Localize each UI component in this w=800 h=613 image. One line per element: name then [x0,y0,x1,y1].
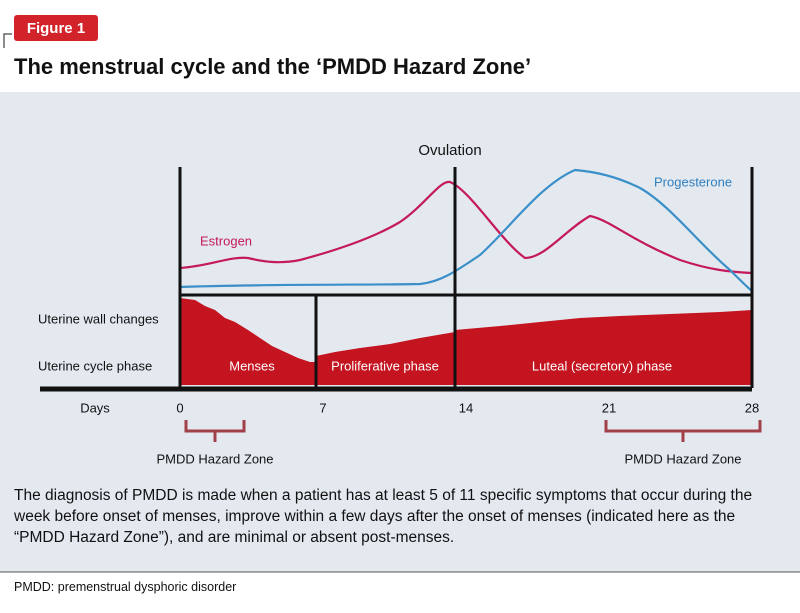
day-tick-label: 14 [459,400,473,415]
progesterone-label: Progesterone [654,174,732,189]
footnote: PMDD: premenstrual dysphoric disorder [14,580,237,594]
hazard-bracket [604,420,762,442]
day-tick-label: 21 [602,400,616,415]
caption: The diagnosis of PMDD is made when a pat… [14,487,753,546]
phase-label: Luteal (secretory) phase [532,358,672,373]
estrogen-label: Estrogen [200,233,252,248]
days-label: Days [80,400,110,415]
figure-badge [14,15,98,41]
day-tick-label: 0 [176,400,183,415]
row-label: Uterine cycle phase [38,358,152,373]
day-tick-label: 7 [319,400,326,415]
hazard-label: PMDD Hazard Zone [624,451,741,466]
row-label: Uterine wall changes [38,311,159,326]
day-tick-label: 28 [745,400,759,415]
frame [40,167,754,392]
hazard-bracket [184,420,246,442]
hazard-label: PMDD Hazard Zone [156,451,273,466]
phase-label: Proliferative phase [331,358,439,373]
phase-label: Menses [229,358,275,373]
uterine-lining [180,298,752,385]
title: The menstrual cycle and the ‘PMDD Hazard… [14,54,531,79]
ovulation-label: Ovulation [418,142,481,159]
corner-mark [3,33,12,48]
day-ticks: 0 7 14 21 28 [176,400,759,415]
progesterone-curve [179,168,753,292]
figure-label: Figure 1 [27,20,85,37]
